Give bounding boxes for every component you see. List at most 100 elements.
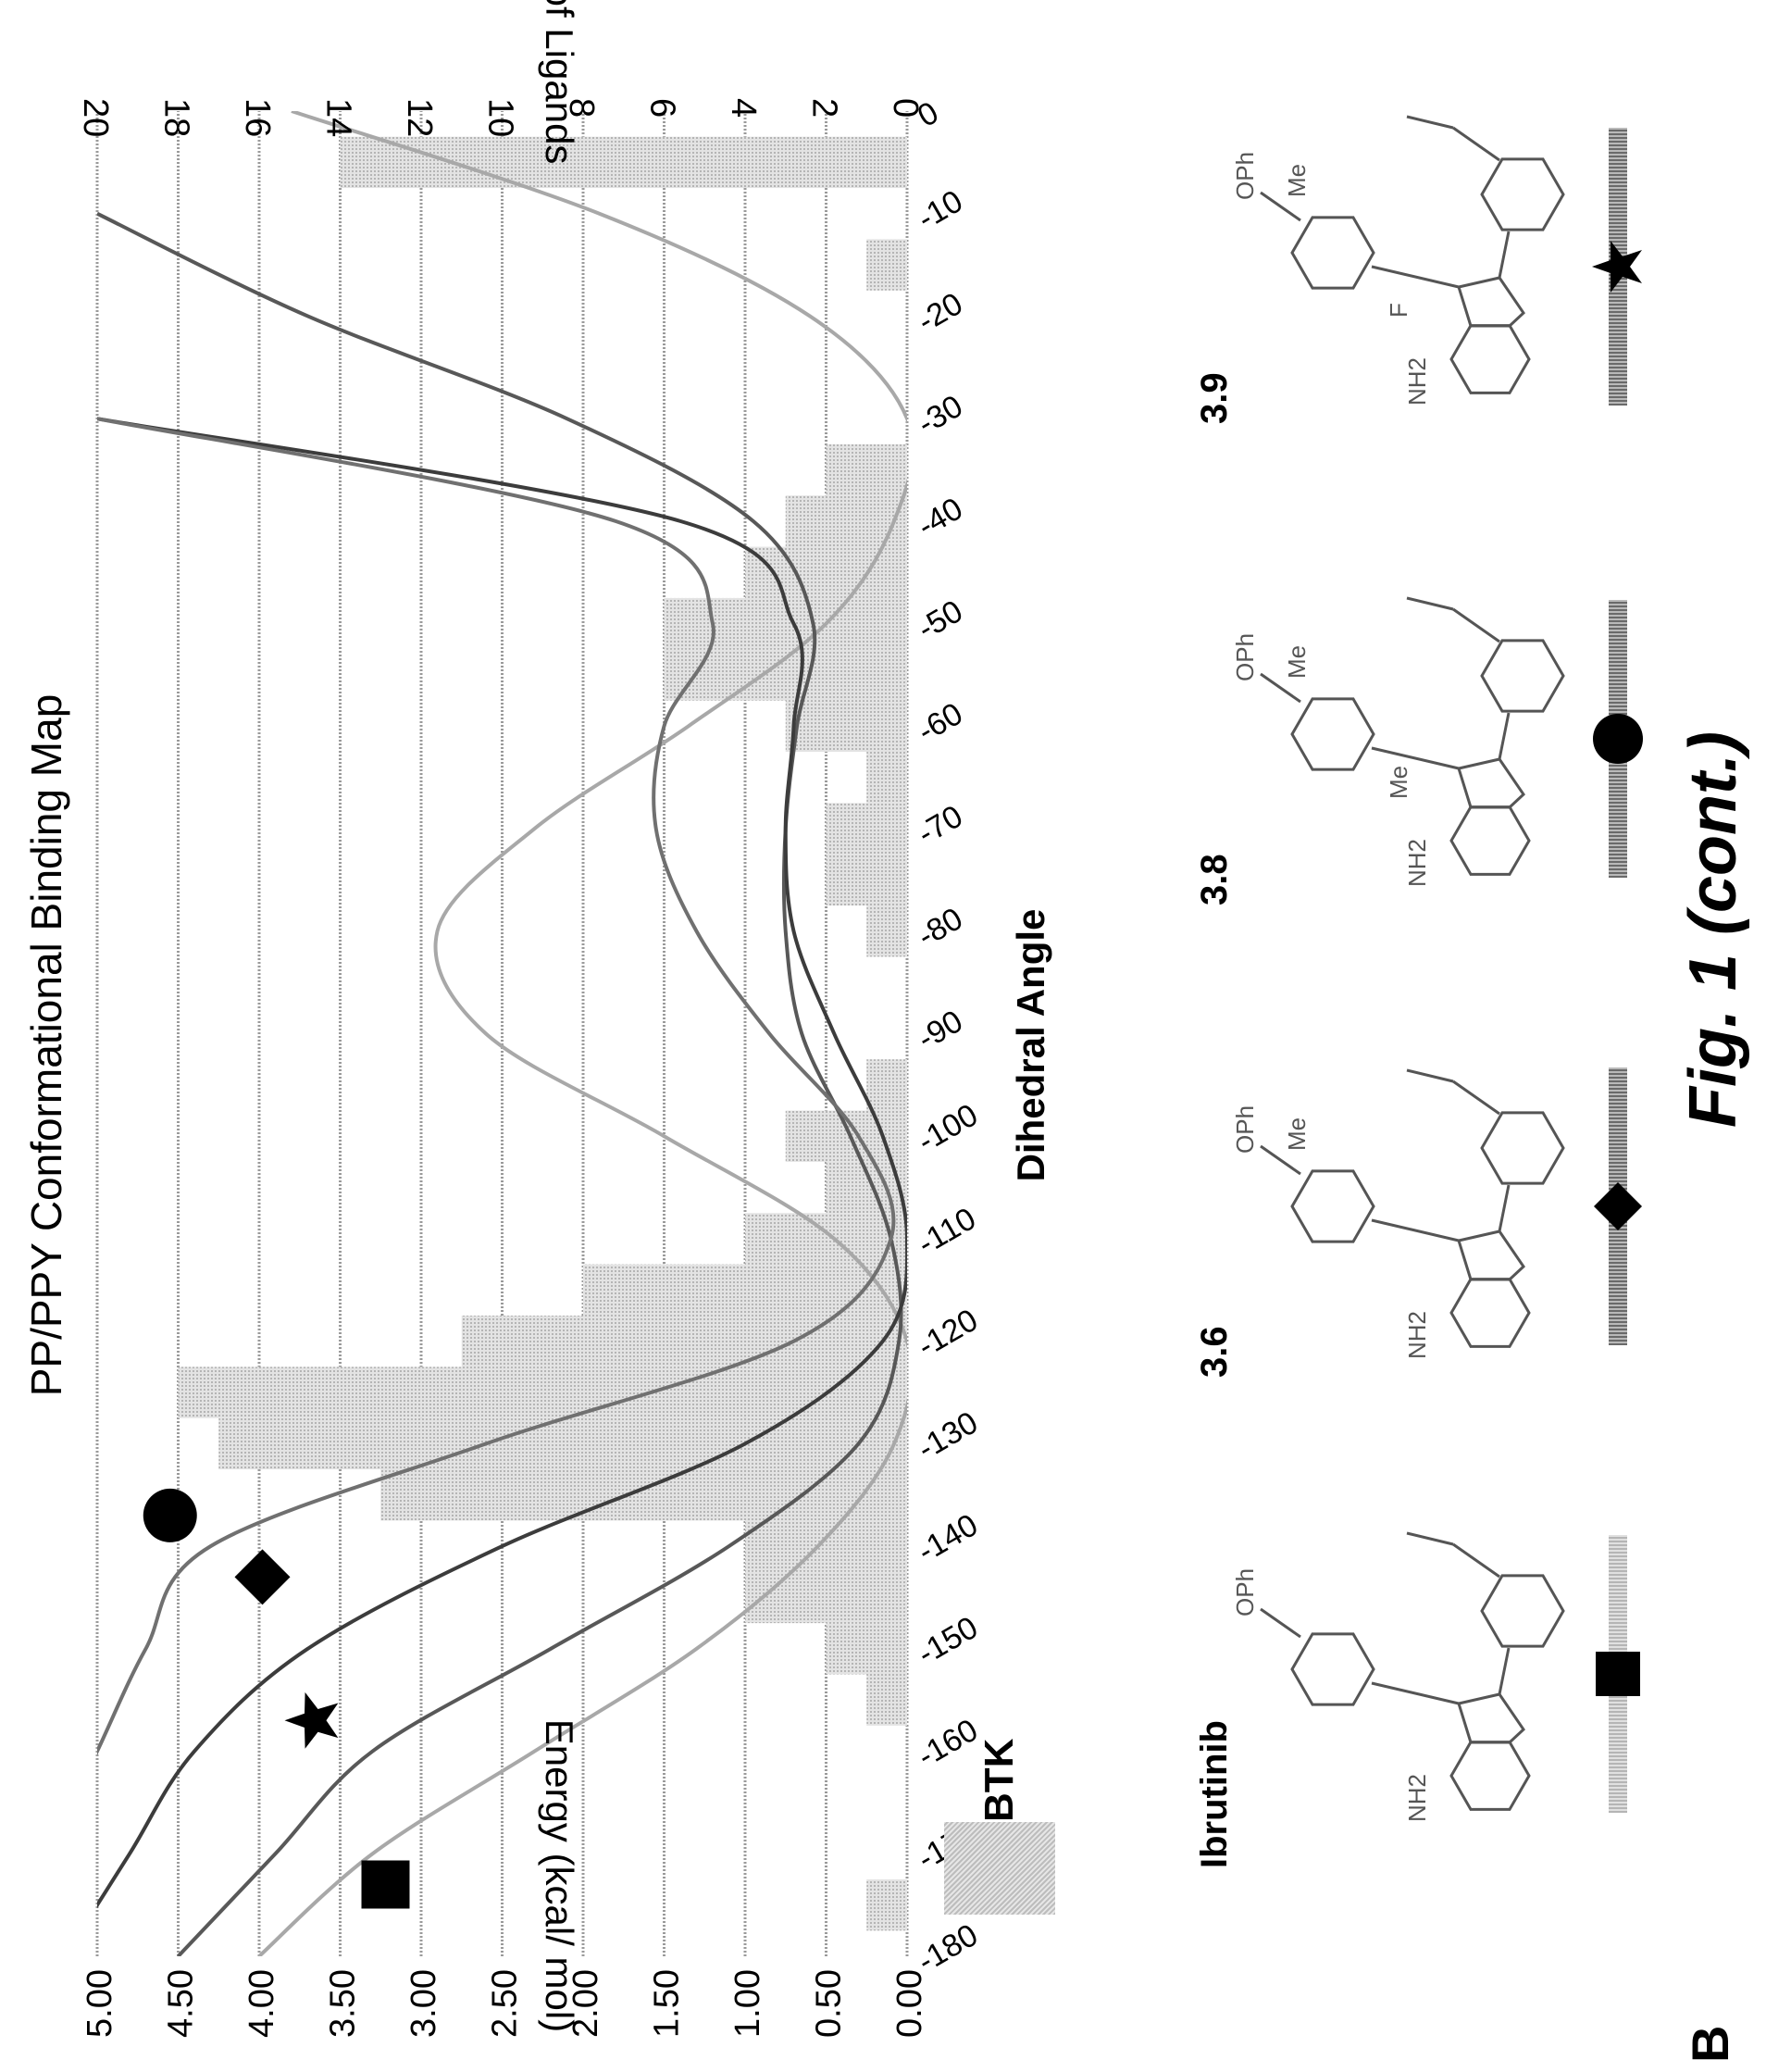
energy-curve-3-9 <box>97 211 903 1956</box>
x-tick-label: -100 <box>912 1097 984 1159</box>
compound-bar-3-8 <box>1593 600 1643 878</box>
x-tick-label: -30 <box>912 389 969 442</box>
chemical-structure: OPh NH2 Me Me <box>1231 596 1565 887</box>
histogram-bar <box>745 1520 907 1572</box>
histogram-bar <box>826 854 907 906</box>
circle-marker-icon <box>1593 714 1643 764</box>
nh2-label: NH2 <box>1403 1311 1431 1359</box>
curve-markers <box>143 1488 410 1909</box>
chart-title: PP/PPY Conformational Binding Map <box>22 694 70 1397</box>
histogram-bar <box>340 136 907 189</box>
substituent-label: Me <box>1283 164 1311 197</box>
x-tick-label: -150 <box>912 1610 984 1672</box>
x-tick-label: -40 <box>912 491 969 543</box>
n-bond <box>1498 231 1511 279</box>
nh2-label: NH2 <box>1403 839 1431 887</box>
x-tick-label: -70 <box>912 799 969 852</box>
pyrazole-ring <box>1457 276 1525 328</box>
oph-label: OPh <box>1231 152 1259 200</box>
energy-curve-3-8 <box>97 417 896 1956</box>
histogram-bar <box>745 1213 907 1265</box>
amide-bond <box>1452 126 1500 162</box>
histogram-bar <box>826 443 907 496</box>
ether-bond <box>1260 672 1301 704</box>
histogram-bar <box>745 546 907 598</box>
phenyl-ring <box>1290 1632 1375 1706</box>
substituent-label: F <box>1385 303 1412 318</box>
phenyl-ring <box>1290 697 1375 771</box>
y-right-tick-label: 2 <box>805 98 844 118</box>
x-tick-label: -90 <box>912 1004 969 1056</box>
y-left-tick-label: 0.00 <box>890 1969 929 2038</box>
histogram-bar <box>866 1674 907 1726</box>
legend-label-btk: BTK <box>976 1738 1022 1822</box>
piperidine-ring <box>1480 1111 1565 1185</box>
histogram-bar <box>664 649 907 701</box>
compound-bar-3-9 <box>1592 128 1642 406</box>
y-right-tick-label: 16 <box>238 98 277 137</box>
x-tick-label: -20 <box>912 286 969 339</box>
y-right-tick-label: 18 <box>157 98 196 137</box>
aryl-bond <box>1371 265 1460 289</box>
aryl-bond <box>1371 746 1460 770</box>
star-marker-icon <box>1592 241 1642 293</box>
y-right-tick-label: 10 <box>481 98 520 137</box>
amide-bond <box>1452 1080 1500 1116</box>
compound-3-9: OPh NH2 Me F 3.9 <box>1194 109 1583 443</box>
nh2-label: NH2 <box>1403 1774 1431 1822</box>
n-bond <box>1498 712 1511 760</box>
x-axis-label: Dihedral Angle <box>1009 909 1052 1182</box>
compound-label: 3.6 <box>1194 1326 1235 1378</box>
pyrimidine-ring <box>1449 324 1531 394</box>
x-tick-label: -140 <box>912 1507 984 1569</box>
histogram-bar <box>178 1367 907 1418</box>
histogram-bar <box>866 1879 907 1931</box>
y-right-tick-label: 12 <box>400 98 439 137</box>
compound-label: Ibrutinib <box>1194 1720 1235 1868</box>
y-left-tick-label: 0.50 <box>810 1969 849 2038</box>
histogram-bar <box>745 1571 907 1624</box>
y-left-tick-label: 2.00 <box>566 1969 605 2038</box>
histogram-bar <box>785 495 907 547</box>
x-tick-label: -130 <box>912 1404 984 1467</box>
legend: BTK <box>944 1739 1055 1915</box>
histogram-bar <box>866 905 907 957</box>
y-left-axis-label: Energy (kcal/ mol) <box>538 1719 581 2032</box>
y-left-tick-label: 1.50 <box>648 1969 687 2038</box>
oph-label: OPh <box>1231 1568 1259 1616</box>
y-left-tick-label: 3.00 <box>404 1969 443 2038</box>
histogram-bar <box>826 1161 907 1214</box>
pyrimidine-ring <box>1449 805 1531 876</box>
y-left-tick-label: 3.50 <box>324 1969 363 2038</box>
ether-bond <box>1260 191 1301 222</box>
x-tick-label: -120 <box>912 1303 984 1365</box>
chemical-structure: OPh NH2 Me F <box>1231 115 1565 406</box>
compound-label: 3.8 <box>1194 854 1235 905</box>
vinyl-bond <box>1406 1531 1454 1546</box>
x-tick-label: -50 <box>912 593 969 646</box>
y-left-tick-label: 2.50 <box>486 1969 525 2038</box>
star-marker <box>284 1691 339 1749</box>
diamond-marker <box>234 1549 291 1605</box>
compound-label: 3.9 <box>1194 372 1235 424</box>
substituent-label: Me <box>1283 645 1311 679</box>
y-left-tick-label: 1.00 <box>728 1969 767 2038</box>
aryl-bond <box>1371 1218 1460 1242</box>
y-right-tick-label: 20 <box>76 98 115 137</box>
aryl-bond <box>1371 1681 1460 1705</box>
histogram-bar <box>583 1264 907 1316</box>
vinyl-bond <box>1406 1068 1454 1083</box>
n-bond <box>1498 1184 1511 1232</box>
amide-bond <box>1452 1542 1500 1579</box>
pyrazole-ring <box>1457 757 1525 809</box>
compound-3-6: OPh NH2 Me 3.6 <box>1194 1063 1583 1396</box>
substituent-label: Me <box>1385 766 1412 799</box>
chemical-structure: OPh NH2 <box>1231 1531 1565 1822</box>
pyrazole-ring <box>1457 1229 1525 1281</box>
x-tick-label: -160 <box>912 1713 984 1775</box>
figure-caption: Fig. 1 (cont.) <box>1676 731 1750 1128</box>
x-tick-label: -110 <box>912 1201 982 1262</box>
energy-curves <box>97 111 907 1956</box>
